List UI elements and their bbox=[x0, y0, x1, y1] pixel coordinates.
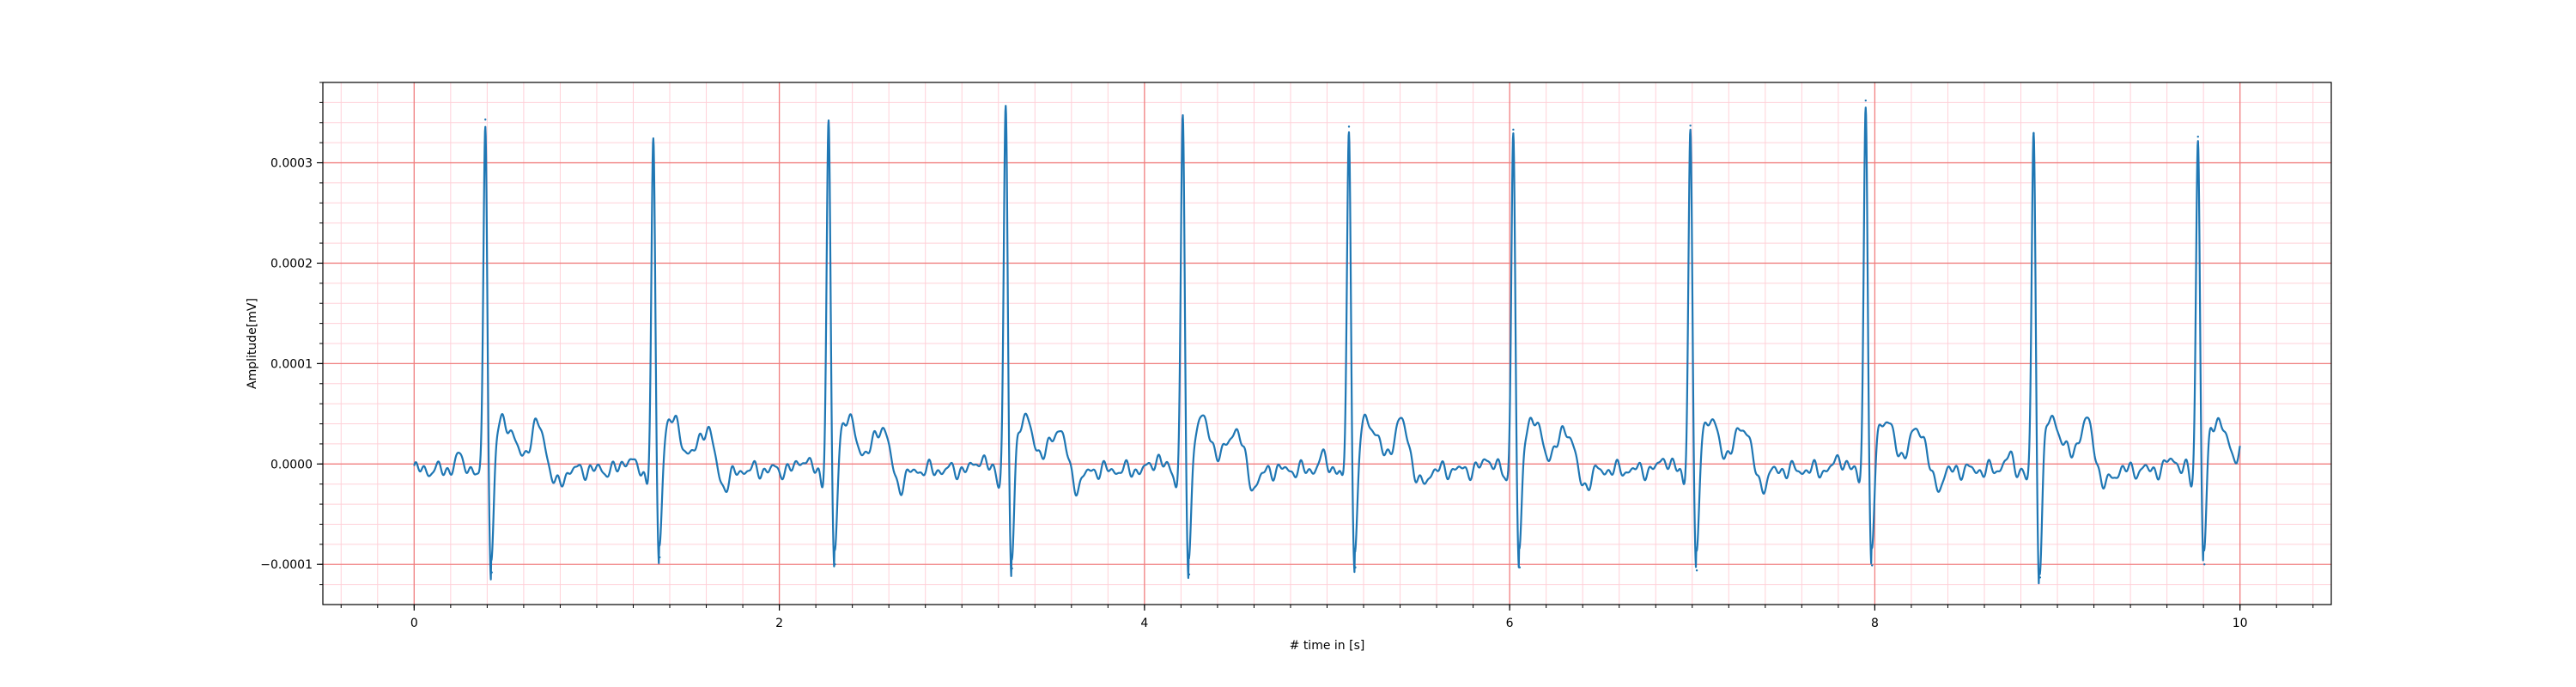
x-axis-label: # time in [s] bbox=[1290, 639, 1365, 653]
s-trough-point bbox=[1188, 573, 1191, 576]
r-peak-point bbox=[652, 143, 655, 146]
s-trough-point bbox=[490, 571, 493, 574]
r-peak-point bbox=[484, 119, 487, 121]
r-peak-point bbox=[2032, 132, 2035, 135]
s-trough-point bbox=[1518, 566, 1522, 568]
y-tick-label: 0.0000 bbox=[270, 458, 313, 471]
s-trough-point bbox=[834, 563, 836, 566]
beat-markers bbox=[484, 99, 2206, 579]
r-peak-point bbox=[1005, 108, 1007, 111]
s-trough-point bbox=[2038, 576, 2042, 579]
r-peak-point bbox=[1512, 128, 1515, 131]
s-trough-point bbox=[1354, 566, 1357, 568]
x-tick-label: 10 bbox=[2233, 617, 2248, 630]
x-tick-label: 2 bbox=[775, 617, 783, 630]
s-trough-point bbox=[2203, 563, 2206, 566]
y-axis: −0.0001 0.0000 0.0001 0.0002 0.0003 bbox=[260, 82, 323, 586]
x-axis: 0 2 4 6 8 10 bbox=[340, 605, 2314, 630]
y-tick-label: 0.0002 bbox=[270, 257, 313, 271]
r-peak-point bbox=[1864, 99, 1867, 102]
s-trough-point bbox=[1871, 564, 1874, 567]
y-tick-label: −0.0001 bbox=[260, 558, 313, 572]
r-peak-point bbox=[1182, 119, 1184, 121]
r-peak-point bbox=[2196, 135, 2199, 138]
s-trough-point bbox=[1695, 569, 1698, 572]
x-tick-label: 8 bbox=[1871, 617, 1879, 630]
ecg-signal-line bbox=[413, 105, 2241, 585]
r-peak-point bbox=[827, 122, 830, 125]
y-tick-label: 0.0003 bbox=[270, 157, 313, 171]
y-tick-label: 0.0001 bbox=[270, 357, 313, 371]
s-trough-point bbox=[659, 556, 661, 559]
x-tick-label: 4 bbox=[1140, 617, 1148, 630]
x-tick-label: 0 bbox=[410, 617, 418, 630]
s-trough-point bbox=[1011, 567, 1013, 570]
y-axis-label: Amplitude[mV] bbox=[246, 298, 259, 389]
x-tick-label: 6 bbox=[1506, 617, 1514, 630]
r-peak-point bbox=[1347, 125, 1351, 128]
r-peak-point bbox=[1689, 125, 1692, 127]
